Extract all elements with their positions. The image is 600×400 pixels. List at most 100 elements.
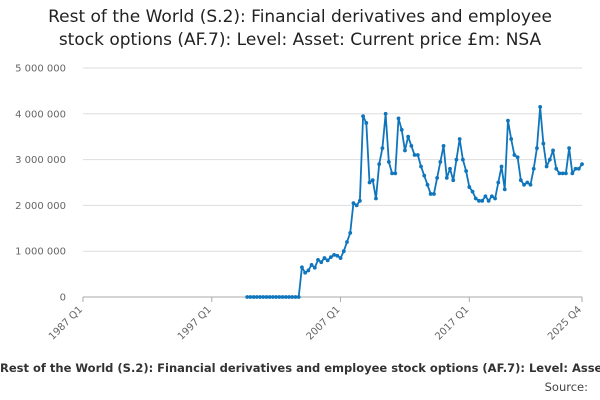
data-point[interactable] (277, 295, 282, 299)
data-point[interactable] (370, 178, 375, 183)
data-point[interactable] (531, 166, 536, 171)
data-point[interactable] (399, 127, 404, 132)
data-point[interactable] (564, 171, 568, 176)
data-point[interactable] (412, 153, 417, 157)
data-point[interactable] (438, 159, 443, 164)
data-point[interactable] (409, 143, 414, 148)
data-point[interactable] (464, 169, 468, 173)
data-point[interactable] (467, 185, 472, 189)
data-point[interactable] (541, 141, 546, 146)
data-point[interactable] (316, 258, 320, 262)
data-point[interactable] (573, 166, 578, 171)
data-point[interactable] (486, 198, 491, 203)
data-point[interactable] (441, 143, 446, 148)
data-point[interactable] (451, 178, 456, 183)
data-point[interactable] (312, 265, 317, 270)
data-point[interactable] (271, 295, 275, 299)
data-point[interactable] (448, 166, 452, 171)
data-point[interactable] (425, 182, 430, 187)
data-point[interactable] (280, 295, 285, 299)
data-point[interactable] (332, 252, 337, 257)
data-point[interactable] (496, 180, 501, 185)
data-point[interactable] (309, 263, 314, 267)
data-point[interactable] (283, 295, 288, 299)
data-point[interactable] (428, 192, 433, 196)
data-point[interactable] (512, 153, 517, 157)
data-point[interactable] (380, 146, 385, 151)
data-point[interactable] (480, 198, 485, 203)
data-point[interactable] (506, 118, 510, 123)
data-point[interactable] (328, 255, 333, 260)
data-point[interactable] (454, 157, 459, 162)
data-point[interactable] (274, 295, 279, 299)
data-point[interactable] (477, 198, 481, 203)
data-point[interactable] (403, 148, 407, 153)
data-point[interactable] (493, 196, 497, 201)
data-point[interactable] (518, 178, 523, 183)
data-point[interactable] (432, 192, 436, 196)
data-point[interactable] (419, 164, 423, 169)
data-point[interactable] (422, 173, 427, 178)
data-point[interactable] (341, 249, 346, 254)
data-point[interactable] (390, 171, 394, 176)
data-point[interactable] (296, 295, 301, 299)
data-point[interactable] (245, 295, 250, 299)
data-point[interactable] (406, 134, 411, 139)
data-point[interactable] (444, 176, 449, 180)
data-point[interactable] (502, 187, 507, 192)
data-point[interactable] (386, 159, 391, 164)
data-point[interactable] (554, 166, 559, 171)
data-point[interactable] (528, 182, 533, 187)
data-point[interactable] (345, 240, 349, 244)
data-point[interactable] (306, 268, 311, 273)
data-point[interactable] (325, 258, 330, 263)
data-point[interactable] (473, 196, 478, 201)
data-point[interactable] (348, 230, 353, 235)
data-point[interactable] (460, 157, 465, 162)
data-point[interactable] (267, 295, 272, 299)
data-point[interactable] (551, 148, 555, 153)
data-point[interactable] (489, 194, 494, 199)
data-point[interactable] (499, 164, 504, 169)
data-point[interactable] (354, 203, 359, 208)
data-point[interactable] (557, 171, 562, 176)
data-point[interactable] (300, 265, 304, 270)
data-point[interactable] (367, 180, 372, 185)
data-point[interactable] (570, 171, 575, 176)
data-point[interactable] (547, 157, 552, 162)
data-point[interactable] (303, 270, 308, 275)
data-point[interactable] (580, 162, 584, 167)
data-point[interactable] (435, 176, 440, 180)
data-point[interactable] (538, 105, 543, 109)
data-point[interactable] (535, 146, 539, 151)
data-point[interactable] (319, 260, 324, 265)
data-point[interactable] (290, 295, 295, 299)
data-point[interactable] (351, 201, 356, 206)
data-point[interactable] (258, 295, 262, 299)
data-point[interactable] (261, 295, 266, 299)
data-point[interactable] (248, 295, 253, 299)
data-point[interactable] (338, 256, 343, 260)
data-point[interactable] (525, 180, 530, 185)
data-point[interactable] (251, 295, 256, 299)
data-point[interactable] (335, 253, 340, 258)
data-point[interactable] (361, 114, 365, 118)
data-point[interactable] (522, 182, 526, 187)
data-point[interactable] (393, 171, 398, 176)
data-point[interactable] (576, 166, 581, 171)
data-point[interactable] (293, 295, 298, 299)
data-point[interactable] (567, 146, 572, 151)
data-point[interactable] (457, 137, 462, 141)
data-point[interactable] (396, 116, 401, 121)
data-point[interactable] (357, 198, 362, 203)
data-point[interactable] (509, 137, 514, 141)
data-point[interactable] (322, 256, 327, 260)
data-point[interactable] (364, 121, 369, 125)
data-point[interactable] (264, 295, 269, 299)
data-point[interactable] (515, 155, 520, 160)
data-point[interactable] (470, 189, 475, 194)
data-point[interactable] (383, 111, 388, 116)
data-point[interactable] (377, 162, 382, 167)
data-point[interactable] (544, 164, 549, 169)
data-point[interactable] (483, 194, 488, 199)
